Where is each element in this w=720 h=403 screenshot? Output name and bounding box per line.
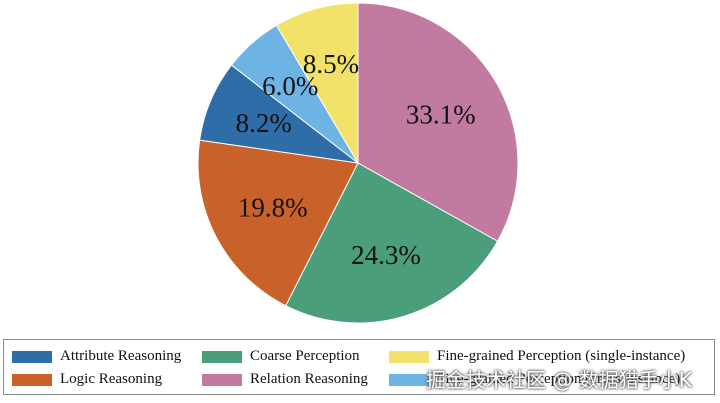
legend-swatch-fine-grained-cross xyxy=(389,373,429,386)
legend: Attribute Reasoning Coarse Perception Fi… xyxy=(3,339,715,395)
legend-swatch-relation-reasoning xyxy=(202,373,242,386)
pie-slice-logic-reasoning xyxy=(197,139,359,307)
legend-swatch-attribute-reasoning xyxy=(12,350,52,363)
pie-label-attribute-reasoning: 8.2% xyxy=(236,108,292,138)
legend-item-fine-grained-cross: Fine-grained Perception (cross-instance) xyxy=(389,371,680,388)
legend-label: Attribute Reasoning xyxy=(60,348,182,364)
legend-label: Relation Reasoning xyxy=(250,371,368,387)
pie-label-fine-grained-perception-single-instance: 8.5% xyxy=(303,49,359,79)
pie-label-relation-reasoning: 33.1% xyxy=(406,100,476,130)
pie-slice-relation-reasoning xyxy=(357,2,519,242)
pie-slice-coarse-perception xyxy=(285,162,499,324)
legend-item-relation-reasoning: Relation Reasoning xyxy=(202,371,368,388)
legend-item-logic-reasoning: Logic Reasoning xyxy=(12,371,162,388)
legend-swatch-coarse-perception xyxy=(202,350,242,363)
pie-chart: 33.1% 24.3% 19.8% 8.2% 6.0%8.5% xyxy=(197,2,519,324)
legend-swatch-fine-grained-single xyxy=(389,350,429,363)
watermark: 掘金技术社区 @ 数据猎手小K xyxy=(426,368,692,392)
pie-label-logic-reasoning: 19.8% xyxy=(238,192,308,222)
legend-label: Logic Reasoning xyxy=(60,371,163,387)
legend-label: Fine-grained Perception (single-instance… xyxy=(437,348,686,364)
pie-label-fine-grained-perception-cross-instance: 6.0% xyxy=(262,71,318,101)
legend-label: Fine-grained Perception (cross-instance) xyxy=(437,371,681,387)
legend-item-coarse-perception: Coarse Perception xyxy=(202,348,360,365)
pie-slice-fine-grained-perception-single-instance xyxy=(275,2,359,165)
legend-swatch-logic-reasoning xyxy=(12,373,52,386)
legend-item-attribute-reasoning: Attribute Reasoning xyxy=(12,348,181,365)
legend-label: Coarse Perception xyxy=(250,348,360,364)
pie-label-coarse-perception: 24.3% xyxy=(351,240,421,270)
legend-item-fine-grained-single: Fine-grained Perception (single-instance… xyxy=(389,348,685,365)
